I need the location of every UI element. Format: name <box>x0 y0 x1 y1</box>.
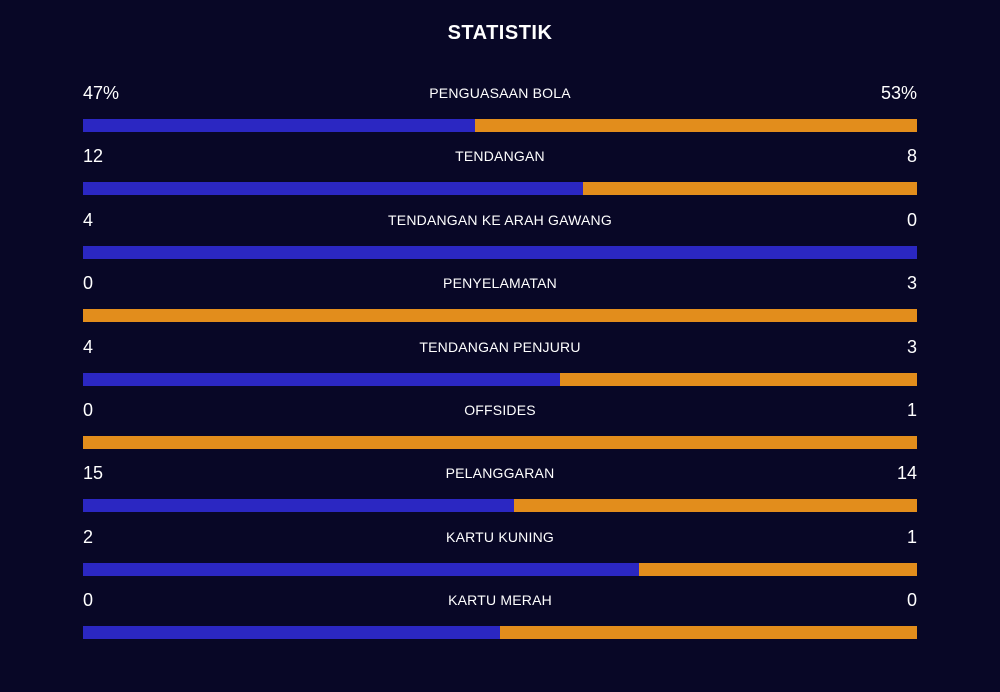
away-bar-segment <box>514 499 917 513</box>
stat-row-header: 4 TENDANGAN KE ARAH GAWANG 0 <box>83 207 917 233</box>
home-value: 15 <box>83 463 104 484</box>
away-value: 1 <box>906 526 917 547</box>
home-value: 0 <box>83 399 94 420</box>
stat-row-header: 12 TENDANGAN 8 <box>83 143 917 169</box>
stat-row: 0 OFFSIDES 1 <box>83 397 917 460</box>
stat-row: 12 TENDANGAN 8 <box>83 143 917 206</box>
away-value: 53% <box>880 83 917 103</box>
stat-row-header: 0 OFFSIDES 1 <box>83 397 917 423</box>
stat-row: 4 TENDANGAN PENJURU 3 <box>83 334 917 397</box>
stat-row-header: 47% PENGUASAAN BOLA 53% <box>83 80 917 106</box>
stat-row-header: 4 TENDANGAN PENJURU 3 <box>83 334 917 360</box>
home-bar-segment <box>83 626 500 640</box>
stat-row: 15 PELANGGARAN 14 <box>83 460 917 523</box>
stats-rows: 47% PENGUASAAN BOLA 53% 12 TENDANGAN 8 4 TENDAN… <box>83 80 917 651</box>
home-bar-segment <box>83 372 560 386</box>
stat-bar <box>83 372 917 386</box>
away-value: 1 <box>906 399 917 420</box>
stat-row: 0 PENYELAMATAN 3 <box>83 270 917 333</box>
away-bar-segment <box>638 562 917 576</box>
away-value: 14 <box>896 463 917 484</box>
home-bar-segment <box>83 499 515 513</box>
home-value: 4 <box>83 336 94 357</box>
stat-row-header: 0 PENYELAMATAN 3 <box>83 270 917 296</box>
stat-label: PENGUASAAN BOLA <box>429 85 571 101</box>
away-value: 3 <box>906 336 917 357</box>
home-value: 4 <box>83 209 94 230</box>
away-bar-segment <box>474 119 917 132</box>
away-bar-segment <box>83 435 917 449</box>
stat-row: 2 KARTU KUNING 1 <box>83 524 917 587</box>
away-value: 0 <box>906 590 917 611</box>
stat-label: PENYELAMATAN <box>443 275 557 292</box>
stat-label: KARTU KUNING <box>446 528 554 545</box>
home-value: 12 <box>83 146 104 167</box>
stat-label: TENDANGAN <box>455 148 545 165</box>
away-bar-segment <box>559 372 917 386</box>
home-value: 2 <box>83 526 94 547</box>
stat-bar <box>83 499 917 513</box>
stat-row: 0 KARTU MERAH 0 <box>83 587 917 650</box>
stat-bar <box>83 119 917 132</box>
stat-bar <box>83 435 917 449</box>
home-bar-segment <box>83 562 639 576</box>
stat-label: PELANGGARAN <box>445 465 555 482</box>
home-value: 0 <box>83 273 94 294</box>
home-bar-segment <box>83 245 917 259</box>
away-bar-segment <box>583 182 917 196</box>
stat-bar <box>83 309 917 323</box>
stat-row-header: 15 PELANGGARAN 14 <box>83 460 917 486</box>
stat-label: OFFSIDES <box>464 401 536 418</box>
stat-bar <box>83 562 917 576</box>
away-value: 8 <box>906 146 917 167</box>
away-bar-segment <box>83 309 917 323</box>
stats-title: STATISTIK <box>447 22 553 44</box>
home-bar-segment <box>83 182 584 196</box>
away-bar-segment <box>500 626 917 640</box>
away-value: 0 <box>906 209 917 230</box>
home-value: 0 <box>83 590 94 611</box>
stat-row-header: 0 KARTU MERAH 0 <box>83 587 917 613</box>
home-value: 47% <box>83 83 120 103</box>
stat-label: KARTU MERAH <box>448 592 552 609</box>
stat-bar <box>83 182 917 196</box>
away-value: 3 <box>906 273 917 294</box>
home-bar-segment <box>83 119 475 132</box>
stat-label: TENDANGAN PENJURU <box>419 338 581 355</box>
stat-row-header: 2 KARTU KUNING 1 <box>83 524 917 550</box>
stat-row: 4 TENDANGAN KE ARAH GAWANG 0 <box>83 207 917 270</box>
stat-bar <box>83 245 917 259</box>
stat-row: 47% PENGUASAAN BOLA 53% <box>83 80 917 143</box>
stat-label: TENDANGAN KE ARAH GAWANG <box>388 211 612 228</box>
stat-bar <box>83 626 917 640</box>
